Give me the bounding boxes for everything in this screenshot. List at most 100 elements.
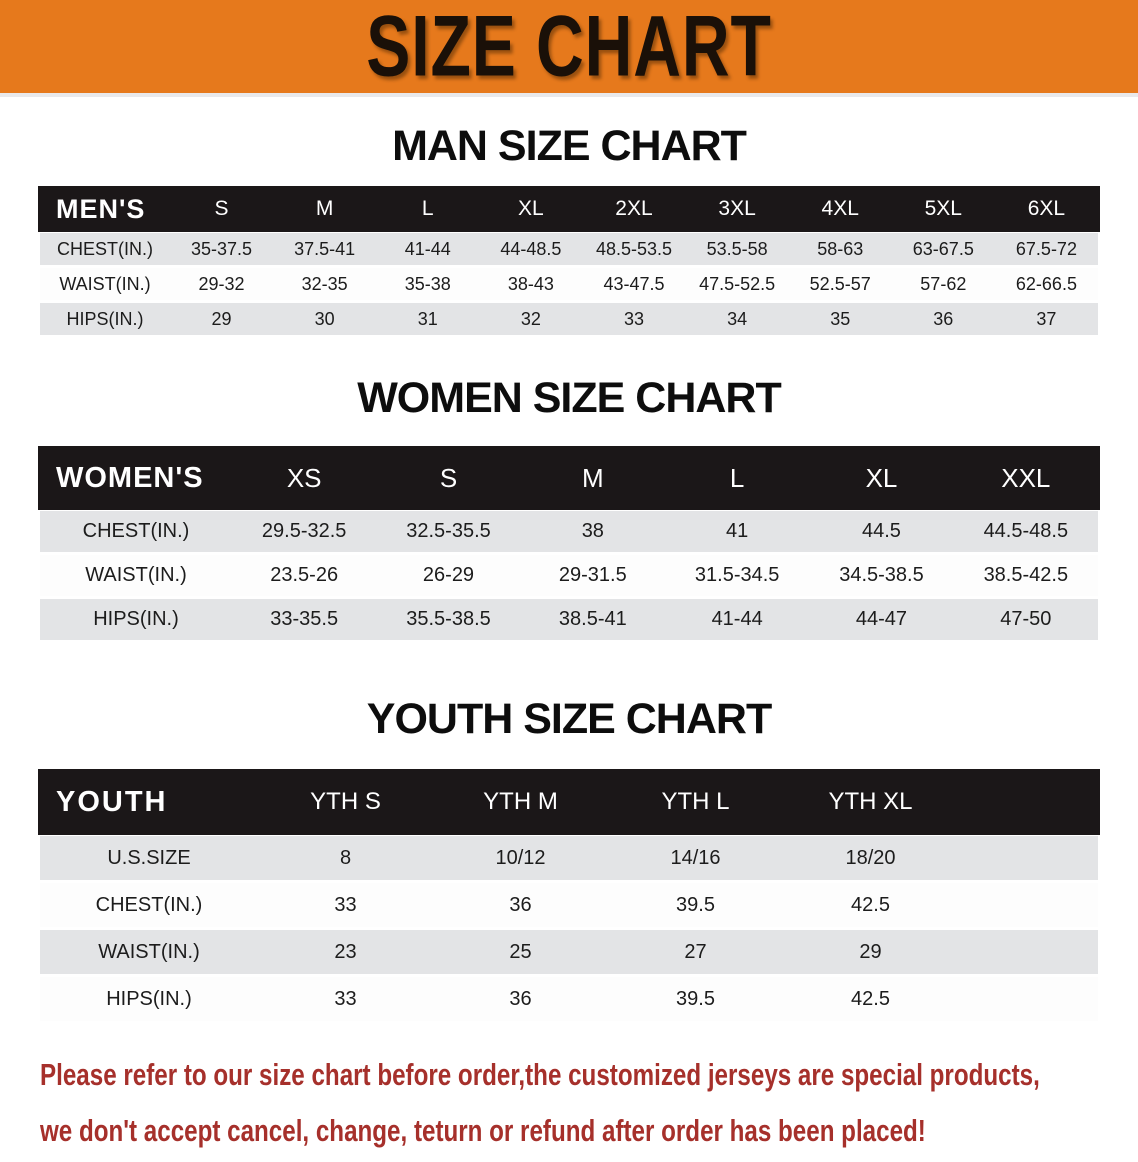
size-cell: 35-38 xyxy=(376,268,480,300)
youth-col-m: YTH M xyxy=(433,771,608,833)
row-label: WAIST(IN.) xyxy=(40,555,232,596)
spacer-cell xyxy=(958,883,1098,927)
women-header-label: WOMEN'S xyxy=(40,448,232,508)
size-cell: 29.5-32.5 xyxy=(232,511,377,552)
row-label: WAIST(IN.) xyxy=(40,930,258,974)
size-cell: 44.5-48.5 xyxy=(953,511,1098,552)
youth-section: YOUTH SIZE CHART YOUTH YTH S YTH M YTH L… xyxy=(0,695,1138,1024)
row-label: WAIST(IN.) xyxy=(40,268,170,300)
women-col-xxl: XXL xyxy=(953,448,1098,508)
banner-title: SIZE CHART xyxy=(366,0,772,95)
men-row-waist: WAIST(IN.) 29-32 32-35 35-38 38-43 43-47… xyxy=(40,268,1098,300)
size-cell: 47-50 xyxy=(953,599,1098,640)
size-cell: 41 xyxy=(664,511,810,552)
size-cell: 18/20 xyxy=(783,836,958,880)
youth-section-title: YOUTH SIZE CHART xyxy=(366,695,772,743)
men-col-l: L xyxy=(376,188,480,230)
men-col-4xl: 4XL xyxy=(788,188,892,230)
size-cell: 34 xyxy=(685,303,789,335)
row-label: HIPS(IN.) xyxy=(40,303,170,335)
size-cell: 23 xyxy=(258,930,433,974)
spacer-cell xyxy=(958,836,1098,880)
size-cell: 38.5-41 xyxy=(520,599,665,640)
men-col-m: M xyxy=(273,188,377,230)
size-cell: 26-29 xyxy=(376,555,521,596)
youth-size-table: YOUTH YTH S YTH M YTH L YTH XL U.S.SIZE … xyxy=(40,768,1098,1024)
size-cell: 31.5-34.5 xyxy=(664,555,810,596)
size-cell: 47.5-52.5 xyxy=(685,268,789,300)
youth-row-ussize: U.S.SIZE 8 10/12 14/16 18/20 xyxy=(40,836,1098,880)
size-cell: 39.5 xyxy=(608,977,783,1021)
size-cell: 37 xyxy=(994,303,1098,335)
men-row-hips: HIPS(IN.) 29 30 31 32 33 34 35 36 37 xyxy=(40,303,1098,335)
size-cell: 10/12 xyxy=(433,836,608,880)
size-cell: 30 xyxy=(273,303,377,335)
size-cell: 44-48.5 xyxy=(479,233,583,265)
size-cell: 41-44 xyxy=(376,233,480,265)
size-cell: 44-47 xyxy=(809,599,954,640)
youth-row-waist: WAIST(IN.) 23 25 27 29 xyxy=(40,930,1098,974)
women-col-s: S xyxy=(376,448,521,508)
row-label: CHEST(IN.) xyxy=(40,233,170,265)
size-cell: 33 xyxy=(258,977,433,1021)
women-section: WOMEN SIZE CHART WOMEN'S XS S M L XL XXL… xyxy=(0,374,1138,643)
size-cell: 36 xyxy=(433,883,608,927)
men-col-6xl: 6XL xyxy=(994,188,1098,230)
row-label: CHEST(IN.) xyxy=(40,883,258,927)
youth-row-hips: HIPS(IN.) 33 36 39.5 42.5 xyxy=(40,977,1098,1021)
size-cell: 25 xyxy=(433,930,608,974)
women-col-xl: XL xyxy=(809,448,954,508)
men-col-3xl: 3XL xyxy=(685,188,789,230)
men-header-row: MEN'S S M L XL 2XL 3XL 4XL 5XL 6XL xyxy=(40,188,1098,230)
disclaimer-line-2: we don't accept cancel, change, teturn o… xyxy=(40,1113,926,1148)
men-col-2xl: 2XL xyxy=(582,188,686,230)
size-cell: 32 xyxy=(479,303,583,335)
size-cell: 42.5 xyxy=(783,883,958,927)
size-cell: 41-44 xyxy=(664,599,810,640)
women-col-m: M xyxy=(520,448,665,508)
size-cell: 57-62 xyxy=(891,268,995,300)
row-label: CHEST(IN.) xyxy=(40,511,232,552)
row-label: U.S.SIZE xyxy=(40,836,258,880)
size-cell: 67.5-72 xyxy=(994,233,1098,265)
youth-header-label: YOUTH xyxy=(40,771,258,833)
women-size-table: WOMEN'S XS S M L XL XXL CHEST(IN.) 29.5-… xyxy=(40,445,1098,643)
spacer-cell xyxy=(958,771,1098,833)
row-label: HIPS(IN.) xyxy=(40,977,258,1021)
size-cell: 42.5 xyxy=(783,977,958,1021)
size-chart-banner: SIZE CHART xyxy=(0,0,1138,97)
size-cell: 53.5-58 xyxy=(685,233,789,265)
size-cell: 32.5-35.5 xyxy=(376,511,521,552)
disclaimer-line-1: Please refer to our size chart before or… xyxy=(40,1057,1040,1092)
size-cell: 63-67.5 xyxy=(891,233,995,265)
spacer-cell xyxy=(958,977,1098,1021)
women-header-row: WOMEN'S XS S M L XL XXL xyxy=(40,448,1098,508)
size-cell: 58-63 xyxy=(788,233,892,265)
spacer-cell xyxy=(958,930,1098,974)
size-cell: 33 xyxy=(582,303,686,335)
size-cell: 52.5-57 xyxy=(788,268,892,300)
size-cell: 38 xyxy=(520,511,665,552)
size-cell: 36 xyxy=(433,977,608,1021)
size-cell: 29-31.5 xyxy=(520,555,665,596)
youth-col-s: YTH S xyxy=(258,771,433,833)
size-cell: 33-35.5 xyxy=(232,599,377,640)
youth-col-l: YTH L xyxy=(608,771,783,833)
men-col-5xl: 5XL xyxy=(891,188,995,230)
women-col-xs: XS xyxy=(232,448,377,508)
size-cell: 31 xyxy=(376,303,480,335)
youth-header-row: YOUTH YTH S YTH M YTH L YTH XL xyxy=(40,771,1098,833)
size-cell: 39.5 xyxy=(608,883,783,927)
size-cell: 44.5 xyxy=(809,511,954,552)
size-cell: 29 xyxy=(170,303,274,335)
disclaimer-text: Please refer to our size chart before or… xyxy=(40,1050,1138,1162)
size-cell: 43-47.5 xyxy=(582,268,686,300)
men-row-chest: CHEST(IN.) 35-37.5 37.5-41 41-44 44-48.5… xyxy=(40,233,1098,265)
men-col-xl: XL xyxy=(479,188,583,230)
size-cell: 35.5-38.5 xyxy=(376,599,521,640)
women-row-waist: WAIST(IN.) 23.5-26 26-29 29-31.5 31.5-34… xyxy=(40,555,1098,596)
size-cell: 62-66.5 xyxy=(994,268,1098,300)
size-cell: 37.5-41 xyxy=(273,233,377,265)
size-cell: 27 xyxy=(608,930,783,974)
size-cell: 29-32 xyxy=(170,268,274,300)
